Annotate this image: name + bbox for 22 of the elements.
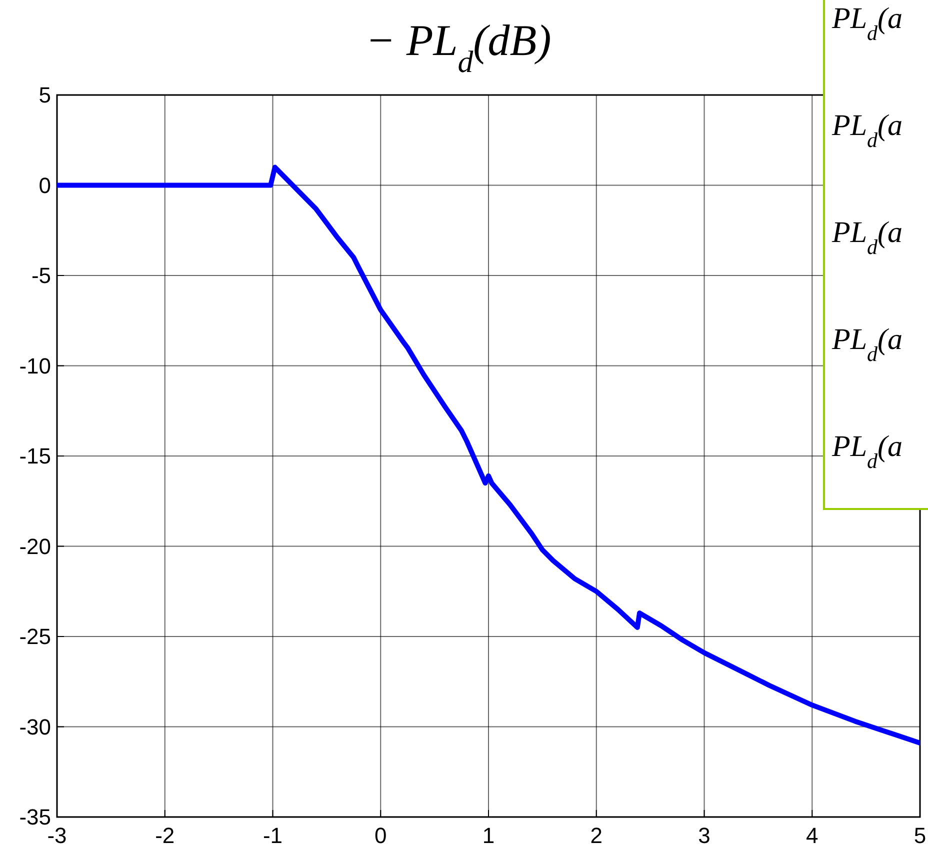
y-tick-label: 0 [38, 172, 51, 198]
x-tick-label: -2 [155, 823, 175, 848]
annotation: PL$_{d}$(a [831, 430, 903, 473]
x-tick-label: 1 [482, 823, 495, 848]
y-tick-label: -10 [19, 353, 51, 378]
y-tick-label: -30 [19, 714, 51, 740]
chart-title: − PL$_{d}$(dB) [366, 16, 552, 79]
annotation: PL$_{d}$(a [831, 323, 903, 366]
text: PL$_{d}$(a [831, 2, 903, 45]
x-tick-label: 0 [374, 823, 387, 848]
x-tick-label: 3 [698, 823, 710, 848]
x-tick-label: 4 [806, 823, 818, 848]
x-tick-label: 2 [590, 823, 602, 848]
y-tick-label: -20 [19, 534, 51, 559]
annotation: PL$_{d}$(a [831, 216, 903, 259]
y-tick-label: 5 [38, 82, 51, 108]
y-tick-label: -15 [19, 444, 51, 469]
x-tick-label: 5 [914, 823, 926, 848]
y-tick-label: -25 [19, 624, 51, 650]
x-tick-label: -1 [262, 823, 283, 848]
y-tick-label: -5 [31, 263, 51, 288]
annotation: PL$_{d}$(a [831, 109, 903, 152]
